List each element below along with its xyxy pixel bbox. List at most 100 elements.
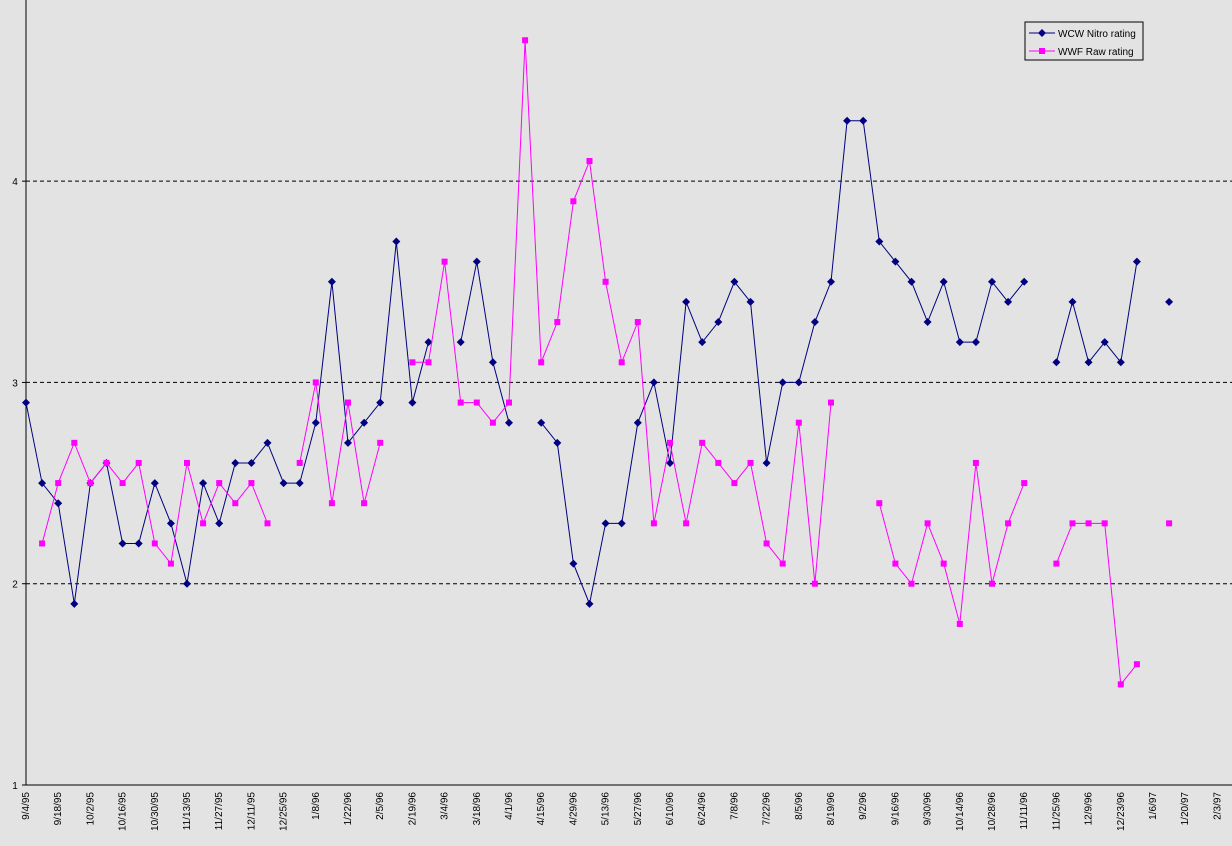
data-point [586, 158, 593, 165]
data-point [794, 378, 803, 387]
data-point [263, 438, 272, 447]
x-tick-label: 11/25/96 [1051, 792, 1062, 831]
data-point [1117, 681, 1124, 688]
x-tick-label: 6/24/96 [697, 792, 708, 826]
data-point [699, 439, 706, 446]
data-point [1116, 358, 1125, 367]
data-point [119, 480, 126, 487]
data-point [633, 418, 642, 427]
data-point [682, 297, 691, 306]
data-point [506, 399, 512, 406]
x-tick-label: 10/30/95 [150, 792, 161, 831]
data-point [247, 458, 256, 467]
x-tick-label: 9/2/96 [858, 792, 869, 820]
data-point [1053, 560, 1060, 567]
series-line [460, 261, 510, 423]
data-point [538, 359, 545, 366]
data-point [344, 438, 352, 447]
legend-marker [1038, 29, 1046, 37]
data-point [488, 358, 497, 367]
series-line [412, 40, 832, 584]
data-point [875, 237, 884, 246]
data-point [618, 359, 625, 366]
data-point [70, 599, 79, 608]
data-point [715, 459, 722, 466]
data-point [553, 438, 562, 447]
data-point [184, 459, 190, 466]
data-point [634, 319, 641, 326]
data-point [166, 519, 175, 528]
data-point [939, 277, 948, 286]
data-point [649, 378, 658, 387]
data-point [215, 519, 224, 528]
data-point [666, 458, 674, 467]
data-point [795, 419, 802, 426]
data-point [55, 480, 62, 487]
data-point [908, 580, 915, 587]
data-point [1133, 661, 1140, 668]
x-tick-label: 1/8/96 [311, 792, 322, 820]
data-point [424, 338, 433, 347]
x-tick-label: 6/10/96 [665, 792, 676, 826]
data-point [537, 418, 546, 427]
data-point [441, 258, 448, 265]
data-point [167, 560, 174, 567]
data-point [71, 439, 78, 446]
series-line [299, 382, 381, 504]
data-point [924, 520, 931, 527]
data-point [522, 37, 529, 44]
x-tick-label: 4/1/96 [504, 792, 515, 820]
data-point [38, 479, 47, 488]
data-point [988, 277, 996, 286]
data-point [698, 338, 707, 347]
data-point [1100, 338, 1109, 347]
x-tick-label: 1/22/96 [343, 792, 354, 826]
data-point [778, 378, 787, 387]
data-point [54, 499, 63, 508]
data-point [1004, 297, 1013, 306]
data-point [843, 116, 852, 125]
data-point [472, 257, 481, 266]
data-point [327, 277, 336, 286]
data-point [779, 560, 786, 567]
data-point [1068, 297, 1077, 306]
x-tick-label: 5/27/96 [633, 792, 644, 826]
data-point [1005, 520, 1012, 527]
data-point [747, 459, 754, 466]
x-tick-label: 11/13/95 [182, 792, 193, 831]
y-tick-label: 1 [12, 781, 18, 792]
data-point [151, 540, 158, 547]
data-point [103, 459, 110, 466]
series-line [25, 241, 429, 604]
data-point [650, 520, 657, 527]
data-point [87, 480, 94, 487]
y-tick-label: 4 [12, 177, 18, 188]
data-point [295, 479, 304, 488]
data-point [134, 539, 143, 548]
x-tick-label: 3/4/96 [440, 792, 451, 820]
legend-marker [1039, 48, 1045, 54]
data-point [1084, 358, 1093, 367]
x-tick-label: 7/22/96 [762, 792, 773, 826]
data-point [730, 277, 739, 286]
data-point [955, 338, 964, 347]
x-tick-label: 8/19/96 [826, 792, 837, 826]
x-tick-label: 10/28/96 [987, 792, 998, 831]
data-point [989, 580, 995, 587]
data-point [118, 539, 127, 548]
data-point [1132, 257, 1141, 266]
x-tick-label: 10/14/96 [955, 792, 966, 831]
x-tick-label: 7/8/96 [729, 792, 740, 820]
x-tick-label: 4/29/96 [568, 792, 579, 826]
data-point [617, 519, 626, 528]
data-point [505, 418, 513, 427]
data-point [296, 459, 303, 466]
x-tick-label: 9/30/96 [923, 792, 934, 826]
x-tick-label: 11/27/95 [214, 792, 225, 831]
x-tick-label: 9/16/96 [890, 792, 901, 826]
data-point [361, 500, 368, 507]
data-point [376, 398, 385, 407]
data-point [328, 500, 335, 507]
data-point [891, 257, 900, 266]
data-point [231, 458, 240, 467]
